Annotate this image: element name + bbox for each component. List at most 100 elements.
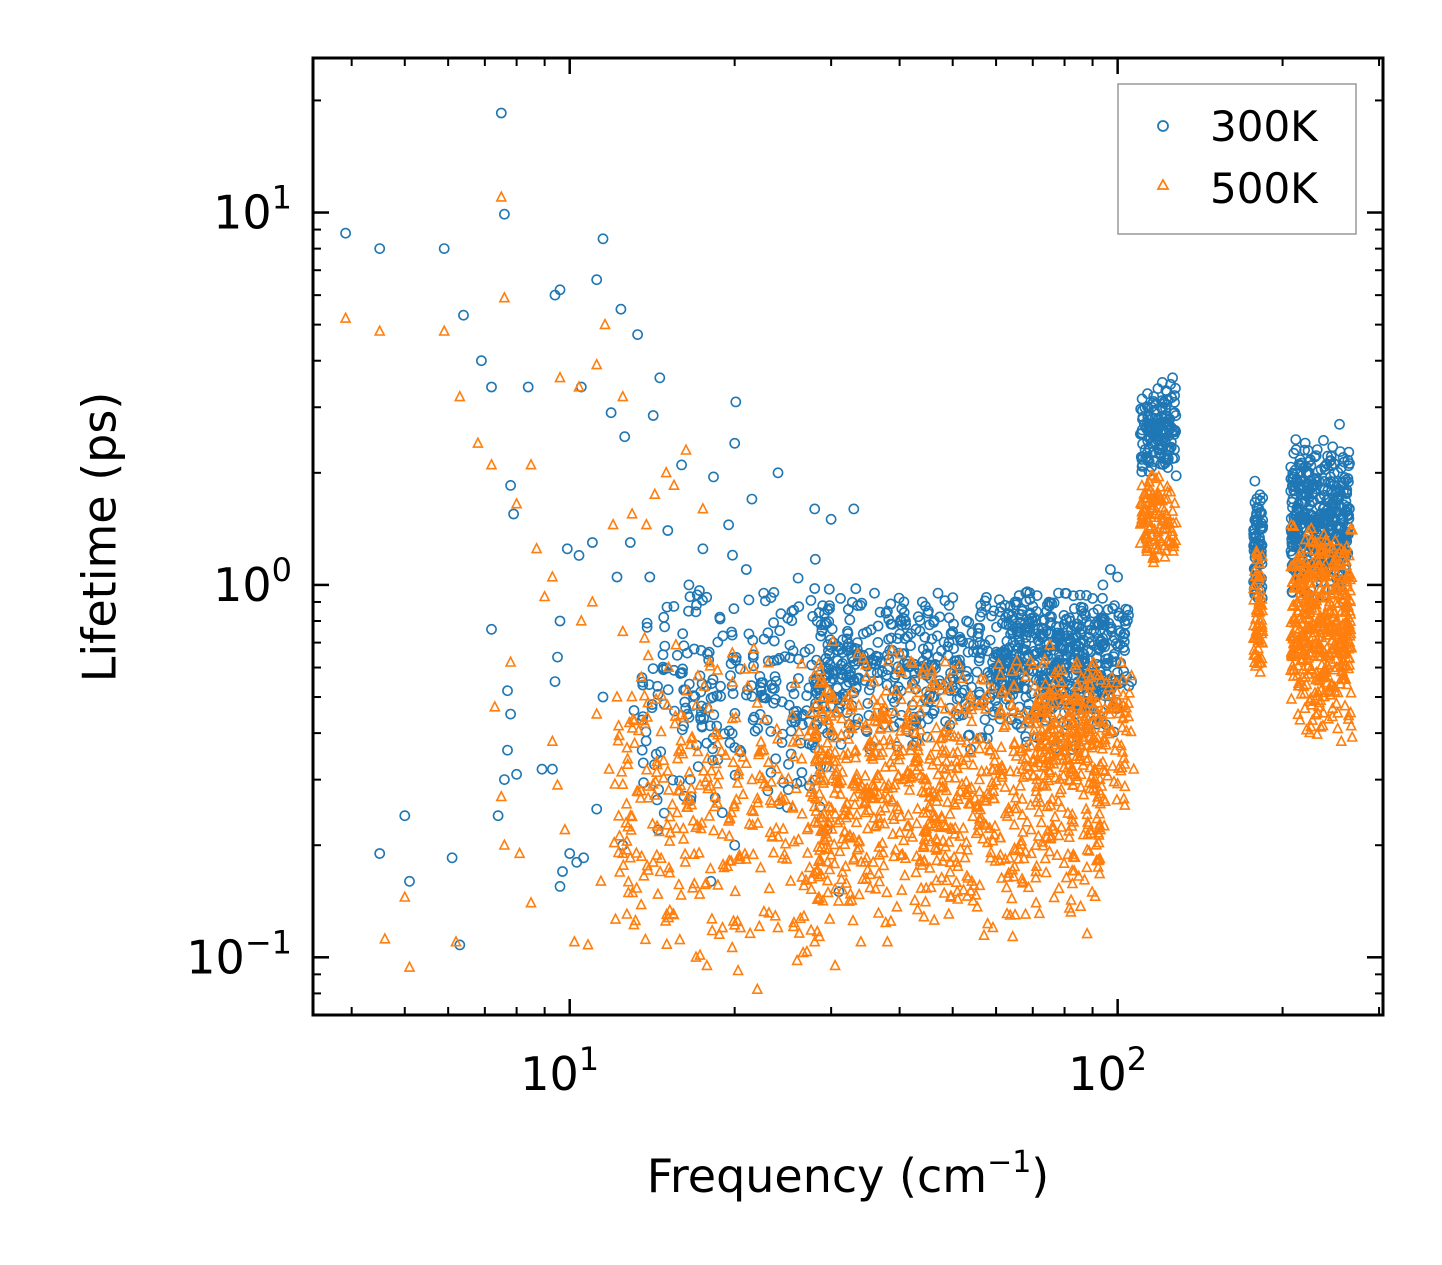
data-point-500k xyxy=(882,654,895,667)
data-point-300k xyxy=(825,513,837,525)
data-point-300k xyxy=(458,309,469,321)
data-point-300k xyxy=(961,666,973,677)
data-point-500k xyxy=(949,821,962,833)
data-point-500k xyxy=(1111,793,1123,805)
data-point-500k xyxy=(1339,699,1351,711)
data-point-500k xyxy=(672,744,685,757)
data-point-300k xyxy=(1013,608,1025,620)
data-point-500k xyxy=(1063,901,1076,913)
data-point-300k xyxy=(1123,609,1134,621)
data-point-500k xyxy=(852,698,865,710)
data-point-500k xyxy=(943,835,955,847)
data-point-500k xyxy=(846,721,858,734)
data-point-500k xyxy=(944,890,957,902)
data-point-500k xyxy=(884,733,896,745)
data-point-500k xyxy=(889,843,902,855)
data-point-500k xyxy=(1016,825,1029,837)
data-point-500k xyxy=(726,940,739,953)
data-point-300k xyxy=(893,592,905,604)
data-point-500k xyxy=(709,789,722,802)
data-point-500k xyxy=(926,662,938,675)
data-point-500k xyxy=(621,907,633,919)
data-point-500k xyxy=(504,655,517,667)
data-point-300k xyxy=(826,642,837,653)
data-point-500k xyxy=(870,771,882,784)
data-point-300k xyxy=(708,709,720,721)
data-point-300k xyxy=(769,671,781,682)
data-point-500k xyxy=(884,755,897,767)
data-point-300k xyxy=(1301,488,1313,500)
data-point-500k xyxy=(690,950,702,962)
data-point-500k xyxy=(1346,730,1359,742)
data-point-500k xyxy=(967,758,979,770)
data-point-300k xyxy=(819,608,830,619)
data-point-500k xyxy=(869,820,881,832)
data-point-500k xyxy=(1068,864,1080,876)
data-point-500k xyxy=(1024,739,1037,751)
data-point-500k xyxy=(839,859,852,872)
data-point-500k xyxy=(635,898,648,910)
data-point-300k xyxy=(1136,466,1148,478)
data-point-500k xyxy=(859,769,872,781)
data-point-500k xyxy=(936,761,949,773)
data-point-300k xyxy=(971,666,983,678)
data-point-500k xyxy=(626,809,638,822)
data-point-500k xyxy=(691,744,704,757)
data-point-500k xyxy=(711,737,724,749)
data-point-500k xyxy=(650,765,663,778)
data-point-500k xyxy=(942,672,955,685)
data-point-300k xyxy=(659,621,670,633)
data-point-500k xyxy=(828,837,841,850)
data-point-500k xyxy=(1055,820,1068,832)
data-point-500k xyxy=(746,772,758,785)
data-point-500k xyxy=(698,679,711,691)
data-point-500k xyxy=(902,718,915,730)
data-point-500k xyxy=(612,734,624,746)
data-point-500k xyxy=(1081,927,1093,939)
data-point-500k xyxy=(961,843,974,855)
data-point-300k xyxy=(1287,467,1299,479)
data-point-500k xyxy=(764,793,777,806)
data-point-300k xyxy=(928,615,940,626)
data-point-300k xyxy=(830,666,842,677)
data-point-300k xyxy=(973,655,985,667)
data-point-500k xyxy=(835,711,848,724)
data-point-500k xyxy=(616,624,629,637)
data-point-300k xyxy=(1000,611,1011,623)
data-point-500k xyxy=(647,855,660,867)
data-point-500k xyxy=(655,851,667,864)
data-point-500k xyxy=(881,935,894,947)
data-point-500k xyxy=(944,865,956,877)
data-point-500k xyxy=(879,701,892,713)
data-point-500k xyxy=(823,862,836,875)
data-point-500k xyxy=(973,742,986,754)
data-point-300k xyxy=(1001,654,1013,666)
data-point-300k xyxy=(1030,614,1042,626)
data-point-500k xyxy=(906,830,919,842)
data-point-300k xyxy=(755,677,767,689)
data-point-300k xyxy=(756,689,768,701)
data-point-300k xyxy=(505,479,516,491)
data-point-500k xyxy=(873,848,886,860)
data-point-500k xyxy=(957,883,970,895)
data-point-500k xyxy=(828,786,841,798)
data-point-500k xyxy=(809,754,822,767)
data-point-300k xyxy=(994,594,1005,606)
data-point-500k xyxy=(881,711,894,724)
data-point-500k xyxy=(984,744,996,756)
data-point-500k xyxy=(817,794,830,806)
data-point-300k xyxy=(1017,643,1028,655)
data-point-500k xyxy=(1011,765,1023,777)
data-point-500k xyxy=(791,733,804,746)
data-point-500k xyxy=(559,823,571,835)
data-point-500k xyxy=(793,724,806,737)
data-point-500k xyxy=(1004,764,1017,777)
data-point-500k xyxy=(860,851,873,863)
data-point-500k xyxy=(740,756,753,769)
data-point-500k xyxy=(1006,929,1019,942)
data-point-500k xyxy=(890,684,902,696)
data-point-500k xyxy=(805,923,817,935)
data-point-500k xyxy=(873,811,885,823)
data-point-500k xyxy=(1045,829,1058,841)
data-point-500k xyxy=(801,944,813,957)
